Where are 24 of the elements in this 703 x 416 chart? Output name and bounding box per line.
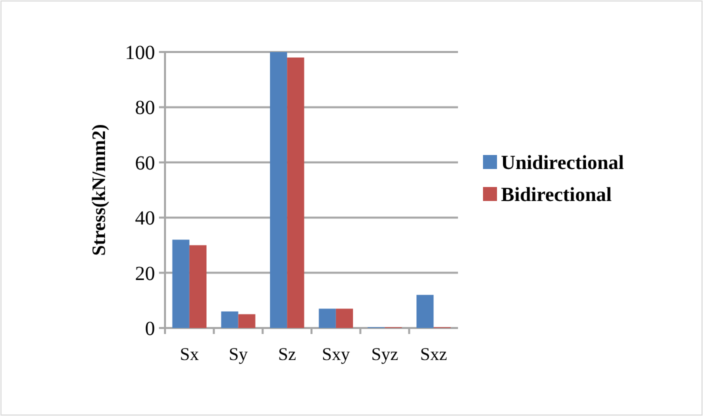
bar — [416, 294, 434, 328]
x-tick-label: Sxy — [322, 344, 350, 364]
y-tick-label: 100 — [125, 42, 155, 64]
bar — [221, 311, 238, 328]
bar — [172, 240, 190, 328]
bar — [189, 245, 207, 328]
bar — [336, 308, 354, 328]
x-tick-label: Sxz — [420, 344, 448, 364]
bar — [238, 314, 256, 328]
legend-label: Bidirectional — [501, 184, 612, 206]
bar — [287, 58, 304, 328]
x-tick-label: Sx — [180, 344, 199, 364]
bar — [270, 52, 288, 328]
y-axis-title: Stress(kN/mm2) — [89, 124, 110, 256]
y-tick-label: 80 — [135, 97, 155, 120]
x-tick-label: Syz — [371, 344, 398, 364]
x-tick-label: Sy — [228, 344, 248, 364]
y-tick-label: 20 — [135, 262, 155, 285]
y-tick-label: 60 — [135, 152, 155, 174]
x-tick-label: Sz — [278, 344, 296, 364]
y-tick-label: 40 — [135, 208, 155, 230]
legend-label: Unidirectional — [501, 152, 624, 174]
y-tick-label: 0 — [145, 318, 155, 340]
bar — [318, 308, 336, 328]
